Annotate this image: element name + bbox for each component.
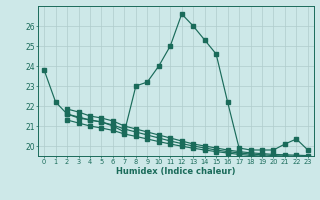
X-axis label: Humidex (Indice chaleur): Humidex (Indice chaleur) <box>116 167 236 176</box>
